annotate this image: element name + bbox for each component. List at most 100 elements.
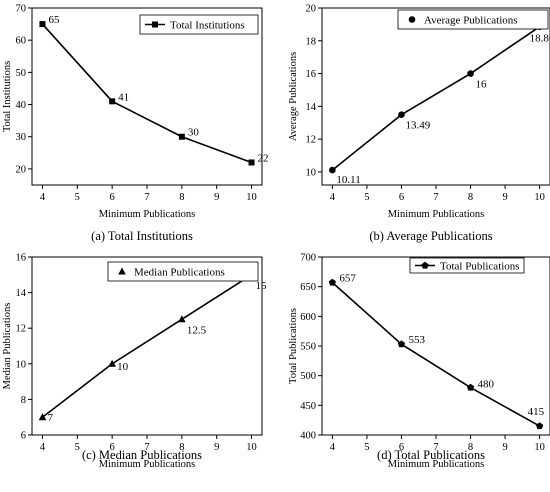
- chart-panel-3: 4 5 6 7 8 9 10 400 450 500 550 600 650 700 Minimum Pub…: [288, 253, 550, 470]
- legend: Total Publications: [409, 257, 525, 274]
- x-tick-label: 9: [502, 442, 507, 453]
- y-tick-label: 650: [300, 282, 316, 293]
- x-tick-label: 6: [399, 442, 404, 453]
- data-point: [536, 422, 544, 430]
- x-axis-label: Minimum Publications: [388, 209, 485, 220]
- data-point: [178, 315, 186, 323]
- data-point: [398, 111, 405, 118]
- data-label: 22: [258, 152, 269, 164]
- x-tick-label: 4: [40, 192, 46, 203]
- legend-label: Total Publications: [440, 261, 520, 273]
- chart-caption: (c) Median Publications: [82, 448, 202, 462]
- x-tick-label: 7: [144, 192, 149, 203]
- series-line: [41, 23, 252, 164]
- x-tick-label: 5: [75, 192, 80, 203]
- y-tick-label: 10: [16, 359, 27, 370]
- x-axis-label: Minimum Publications: [388, 459, 485, 470]
- data-point: [248, 159, 255, 166]
- x-tick-label: 8: [468, 442, 473, 453]
- data-label: 15: [256, 280, 268, 292]
- y-tick-label: 450: [300, 401, 316, 412]
- legend: Average Publications: [397, 9, 549, 30]
- data-point: [108, 359, 116, 367]
- plot-frame: [31, 256, 263, 436]
- plot-frame: [321, 7, 550, 186]
- data-label: 13.49: [405, 120, 430, 132]
- y-tick-label: 70: [16, 4, 27, 15]
- legend-label: Total Institutions: [170, 20, 245, 32]
- data-label: 10.11: [336, 174, 360, 186]
- data-label: 18.86: [530, 33, 550, 45]
- x-tick-label: 8: [468, 192, 473, 203]
- data-point: [178, 133, 185, 140]
- x-tick-label: 5: [364, 192, 369, 203]
- x-tick-label: 6: [110, 192, 115, 203]
- y-tick-label: 40: [16, 100, 27, 111]
- data-label: 10: [117, 361, 129, 373]
- x-tick-label: 4: [330, 192, 336, 203]
- data-label: 12.5: [187, 324, 207, 336]
- y-tick-label: 60: [16, 36, 27, 47]
- y-axis-label: Average Publications: [288, 52, 299, 141]
- data-point: [397, 340, 406, 348]
- data-point: [467, 70, 474, 77]
- data-label: 41: [118, 91, 129, 103]
- chart-panel-2: 4 5 6 7 8 9 10 6 8 10 12 14 16 Minimum Publications Me…: [2, 253, 267, 471]
- y-tick-label: 30: [16, 132, 27, 143]
- legend-marker: [152, 21, 158, 28]
- y-tick-label: 14: [306, 102, 317, 113]
- chart-panel-1: 4 5 6 7 8 9 10 10 12 14 16 18 20 Minimum Publications…: [288, 4, 550, 243]
- y-tick-label: 700: [300, 253, 316, 264]
- series-line: [41, 274, 252, 418]
- plot-frame: [31, 7, 263, 186]
- series-line: [331, 281, 541, 427]
- data-label: 553: [408, 334, 425, 346]
- y-tick-label: 500: [300, 371, 316, 382]
- x-tick-label: 8: [179, 442, 184, 453]
- data-label: 415: [528, 406, 545, 418]
- data-point: [39, 21, 46, 28]
- x-tick-label: 7: [144, 442, 149, 453]
- x-tick-label: 7: [433, 442, 438, 453]
- data-label: 657: [339, 273, 356, 285]
- y-tick-label: 10: [306, 167, 317, 178]
- legend-box: [409, 257, 525, 274]
- legend-marker: [421, 261, 429, 269]
- x-tick-label: 4: [330, 442, 336, 453]
- legend-label: Median Publications: [134, 267, 225, 279]
- legend-box: [139, 14, 259, 35]
- y-tick-label: 16: [306, 69, 317, 80]
- x-tick-label: 10: [534, 192, 545, 203]
- data-label: 7: [47, 412, 53, 424]
- x-tick-label: 5: [75, 442, 80, 453]
- data-point: [328, 278, 336, 286]
- x-axis-label: Minimum Publications: [99, 209, 196, 220]
- y-tick-label: 50: [16, 68, 27, 79]
- x-tick-label: 9: [214, 442, 219, 453]
- data-point: [329, 166, 336, 174]
- y-axis-label: Total Institutions: [2, 61, 13, 132]
- data-point: [466, 383, 475, 391]
- y-tick-label: 16: [16, 253, 27, 264]
- y-tick-label: 12: [306, 135, 317, 146]
- legend: Median Publications: [107, 261, 259, 282]
- chart-caption: (d) Total Publications: [377, 448, 485, 462]
- y-tick-label: 550: [300, 342, 316, 353]
- legend: Total Institutions: [139, 14, 259, 35]
- legend-marker: [118, 267, 126, 275]
- data-label: 65: [48, 14, 60, 26]
- y-tick-label: 12: [16, 324, 27, 335]
- x-tick-label: 5: [364, 442, 369, 453]
- x-tick-label: 4: [40, 442, 46, 453]
- data-label: 30: [188, 127, 200, 139]
- data-label: 480: [478, 379, 495, 391]
- y-tick-label: 6: [21, 431, 26, 442]
- y-tick-label: 600: [300, 312, 316, 323]
- data-label: 16: [476, 79, 488, 91]
- y-tick-label: 20: [306, 4, 317, 15]
- data-point: [38, 413, 47, 421]
- x-tick-label: 9: [214, 192, 219, 203]
- y-tick-label: 14: [16, 288, 27, 299]
- legend-box: [107, 261, 259, 282]
